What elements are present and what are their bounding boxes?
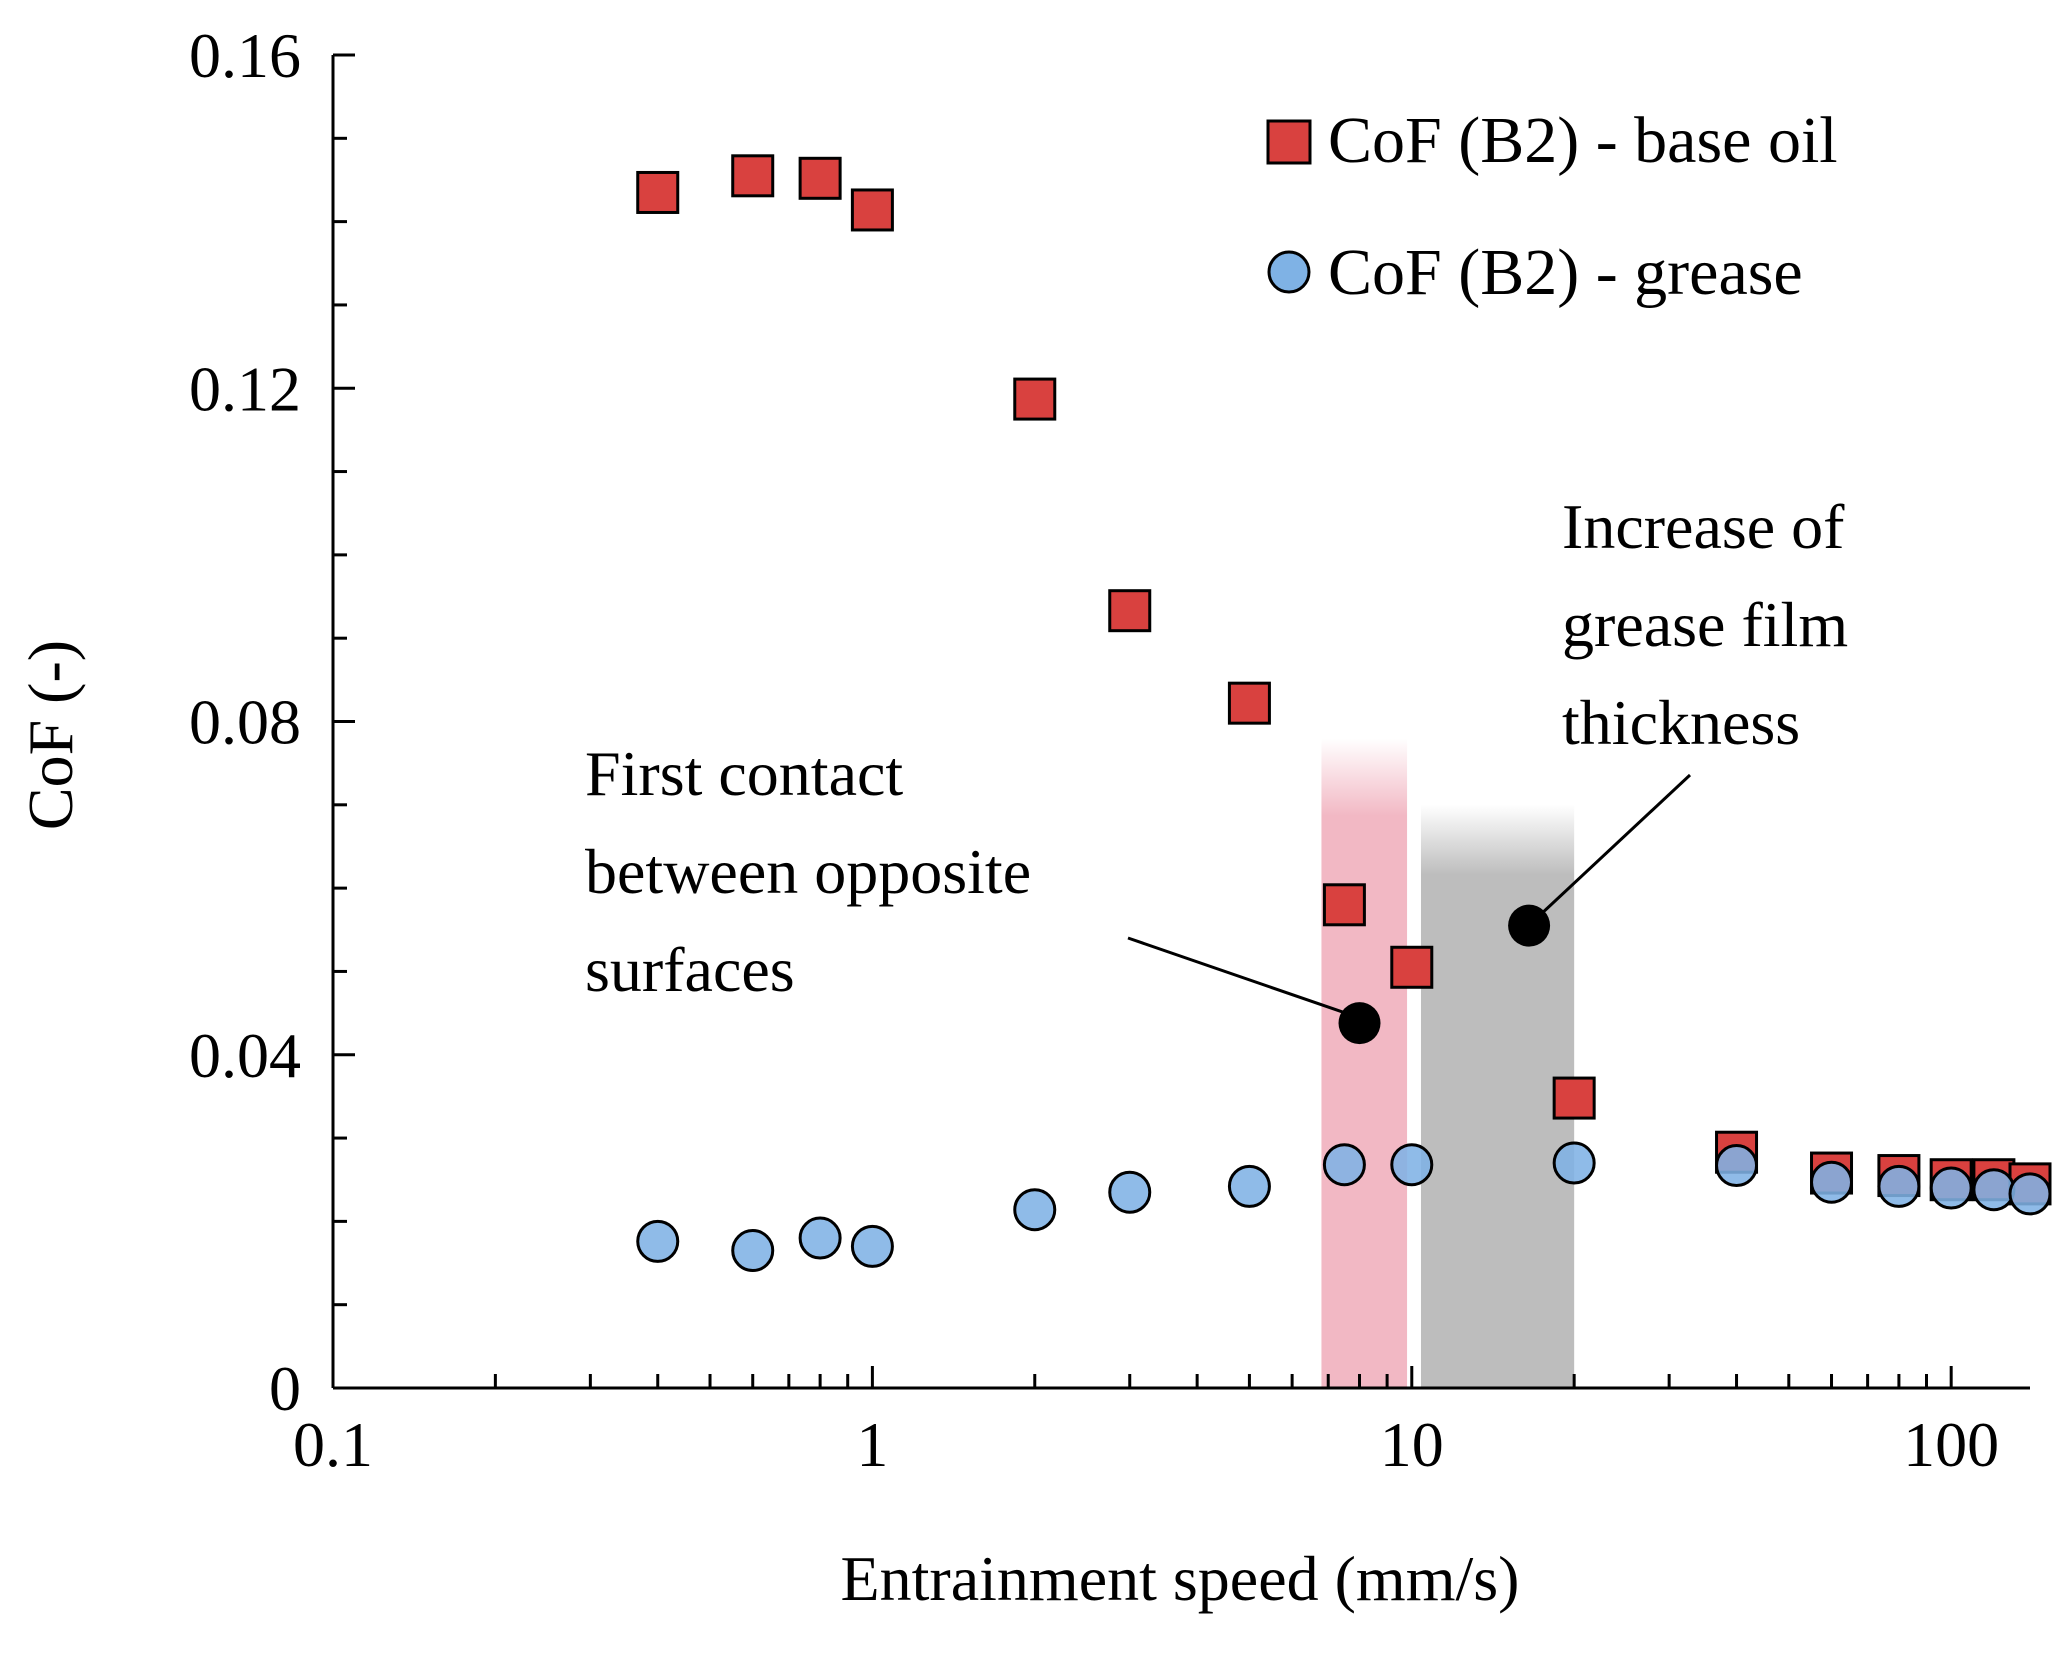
film-increase-point [1508, 904, 1551, 947]
tick-labels: 0 0.04 0.08 0.12 0.16 0.1 1 10 100 [189, 20, 1999, 1480]
grease-point [1972, 1168, 2016, 1212]
annotations: First contact between opposite surfaces Inc… [585, 491, 1848, 1045]
first-contact-leader-line [1127, 936, 1353, 1017]
base-oil-point [1390, 945, 1434, 989]
grease-point [1322, 1143, 1366, 1187]
grease-point [1877, 1164, 1921, 1208]
film-increase-label-line: thickness [1562, 687, 1800, 758]
data-markers [636, 154, 2052, 1273]
base-oil-point [1322, 883, 1366, 927]
x-tick-label: 0.1 [293, 1409, 373, 1480]
first-contact-region [1321, 738, 1408, 1388]
grease-point [850, 1224, 894, 1268]
grease-point [1929, 1166, 1973, 1210]
x-axis-title: Entrainment speed (mm/s) [841, 1543, 1520, 1614]
y-tick-label: 0 [269, 1353, 301, 1424]
first-contact-label-line: surfaces [585, 934, 795, 1005]
x-tick-label: 100 [1903, 1409, 1999, 1480]
grease-point [1013, 1188, 1057, 1232]
base-oil-point [798, 156, 842, 200]
grease-point [1552, 1141, 1596, 1185]
legend-circle-marker [1267, 250, 1311, 294]
legend-square-marker [1266, 119, 1312, 165]
base-oil-point [1108, 589, 1152, 633]
grease-point [1390, 1143, 1434, 1187]
grease-point [1108, 1170, 1152, 1214]
legend-label-grease: CoF (B2) - grease [1328, 236, 1803, 309]
grease-point [1715, 1144, 1759, 1188]
grease-point [636, 1219, 680, 1263]
grease-point [798, 1216, 842, 1260]
film-increase-label-line: Increase of [1562, 491, 1845, 562]
y-tick-label: 0.16 [189, 20, 301, 91]
first-contact-label-line: between opposite [585, 836, 1031, 907]
grease-point [2008, 1172, 2052, 1216]
y-axis-title: CoF (-) [15, 640, 86, 830]
base-oil-point [850, 188, 894, 232]
base-oil-point [1227, 681, 1271, 725]
film-thickness-region [1420, 804, 1575, 1388]
shaded-regions [1321, 738, 1575, 1388]
first-contact-label-line: First contact [585, 738, 903, 809]
y-tick-label: 0.08 [189, 687, 301, 758]
y-tick-label: 0.12 [189, 353, 301, 424]
axes [331, 53, 2030, 1390]
x-tick-label: 10 [1380, 1409, 1444, 1480]
legend: CoF (B2) - base oil CoF (B2) - grease [1266, 104, 1838, 309]
base-oil-point [1013, 377, 1057, 421]
grease-point [731, 1229, 775, 1273]
legend-label-base-oil: CoF (B2) - base oil [1328, 104, 1838, 177]
y-tick-label: 0.04 [189, 1020, 301, 1091]
base-oil-point [636, 170, 680, 214]
first-contact-point [1338, 1002, 1381, 1045]
base-oil-point [731, 154, 775, 198]
film-increase-label-line: grease film [1562, 589, 1848, 660]
x-tick-label: 1 [856, 1409, 888, 1480]
grease-point [1227, 1164, 1271, 1208]
base-oil-point [1552, 1076, 1596, 1120]
grease-point [1810, 1160, 1854, 1204]
film-increase-leader-line [1534, 773, 1692, 921]
